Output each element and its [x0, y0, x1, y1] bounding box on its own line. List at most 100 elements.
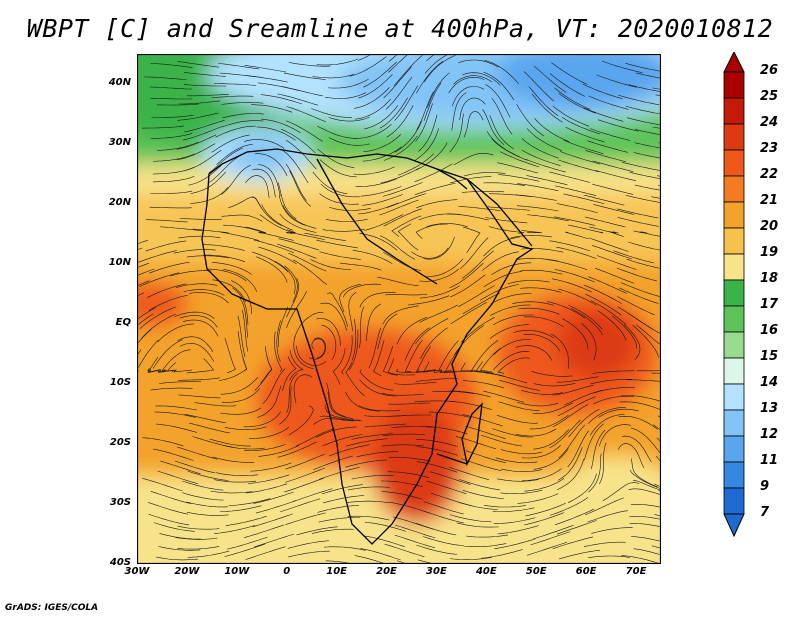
streamline: [347, 486, 390, 491]
streamline: [387, 471, 430, 478]
streamline: [145, 240, 187, 252]
colorbar-swatch: [723, 331, 745, 359]
streamline: [352, 249, 393, 264]
streamline: [514, 194, 557, 201]
streamline: [186, 255, 229, 259]
streamline: [521, 149, 561, 166]
streamline: [147, 367, 175, 373]
streamline: [619, 287, 659, 304]
streamline: [228, 196, 263, 209]
streamline: [426, 258, 464, 277]
colorbar-label: 11: [760, 453, 779, 468]
streamline: [190, 171, 226, 194]
streamline: [363, 61, 398, 88]
streamline: [527, 541, 568, 556]
streamline: [487, 206, 530, 211]
streamline: [179, 343, 215, 362]
coastlines: [201, 148, 534, 545]
streamline: [416, 438, 458, 447]
streamline: [153, 153, 195, 162]
lon-tick-label: 50E: [525, 566, 547, 577]
streamline: [214, 83, 257, 86]
streamline: [490, 304, 531, 316]
streamline: [481, 549, 523, 559]
streamline: [462, 293, 500, 315]
streamline: [203, 244, 245, 251]
streamline: [564, 389, 604, 406]
streamline: [549, 240, 591, 252]
streamline: [206, 268, 247, 282]
colorbar-label: 21: [760, 193, 779, 208]
streamline: [282, 205, 317, 229]
colorbar-label: 26: [760, 63, 779, 78]
streamline: [253, 491, 294, 504]
streamline: [557, 447, 583, 481]
streamline: [183, 84, 227, 87]
streamline: [581, 323, 597, 361]
streamline: [224, 426, 267, 430]
streamline: [453, 153, 494, 166]
streamline: [552, 384, 594, 396]
lat-tick-label: EQ: [115, 317, 131, 328]
streamline: [554, 216, 596, 226]
streamline: [245, 546, 286, 560]
streamline: [153, 448, 194, 461]
streamline: [587, 510, 629, 523]
streamline: [512, 301, 554, 306]
streamline: [316, 426, 357, 438]
streamline: [377, 276, 419, 286]
streamline: [551, 62, 588, 85]
streamline: [617, 296, 656, 316]
map-plot: [137, 54, 661, 564]
streamline: [483, 271, 523, 288]
streamline: [177, 377, 220, 381]
streamline: [452, 86, 485, 107]
streamline: [149, 206, 192, 209]
streamline: [558, 549, 600, 560]
streamline: [585, 293, 622, 316]
streamline: [317, 148, 355, 168]
streamline: [169, 270, 212, 277]
streamline: [415, 378, 458, 382]
streamline: [595, 170, 637, 182]
streamline: [414, 400, 457, 403]
streamline: [353, 87, 390, 109]
streamline: [549, 171, 591, 183]
streamline: [182, 492, 224, 501]
streamline: [583, 194, 625, 206]
streamline: [176, 134, 217, 150]
streamline: [137, 280, 150, 287]
streamline: [379, 97, 408, 129]
streamline: [360, 186, 402, 197]
streamline: [448, 466, 489, 480]
streamline: [558, 159, 599, 173]
streamline: [320, 415, 362, 422]
streamline: [296, 428, 335, 447]
streamline: [450, 302, 487, 325]
streamline: [490, 293, 532, 304]
streamline: [220, 505, 262, 512]
streamline: [385, 293, 428, 296]
streamline: [495, 457, 538, 464]
streamline: [351, 475, 394, 480]
streamline: [328, 78, 369, 89]
streamline: [327, 391, 354, 419]
streamline: [391, 426, 434, 428]
streamline: [296, 345, 327, 366]
streamline: [253, 239, 294, 253]
streamline: [260, 94, 302, 105]
streamline: [139, 306, 176, 329]
streamline: [493, 339, 532, 356]
streamline: [286, 229, 296, 234]
streamline: [636, 324, 661, 346]
streamline: [278, 306, 289, 348]
streamline: [416, 461, 458, 473]
streamline: [583, 541, 626, 548]
streamline: [525, 503, 566, 517]
streamline: [359, 232, 398, 251]
streamline: [182, 480, 224, 491]
streamline: [621, 161, 661, 171]
streamline: [216, 472, 258, 477]
streamline: [557, 458, 585, 490]
lat-tick-label: 20N: [108, 197, 131, 208]
